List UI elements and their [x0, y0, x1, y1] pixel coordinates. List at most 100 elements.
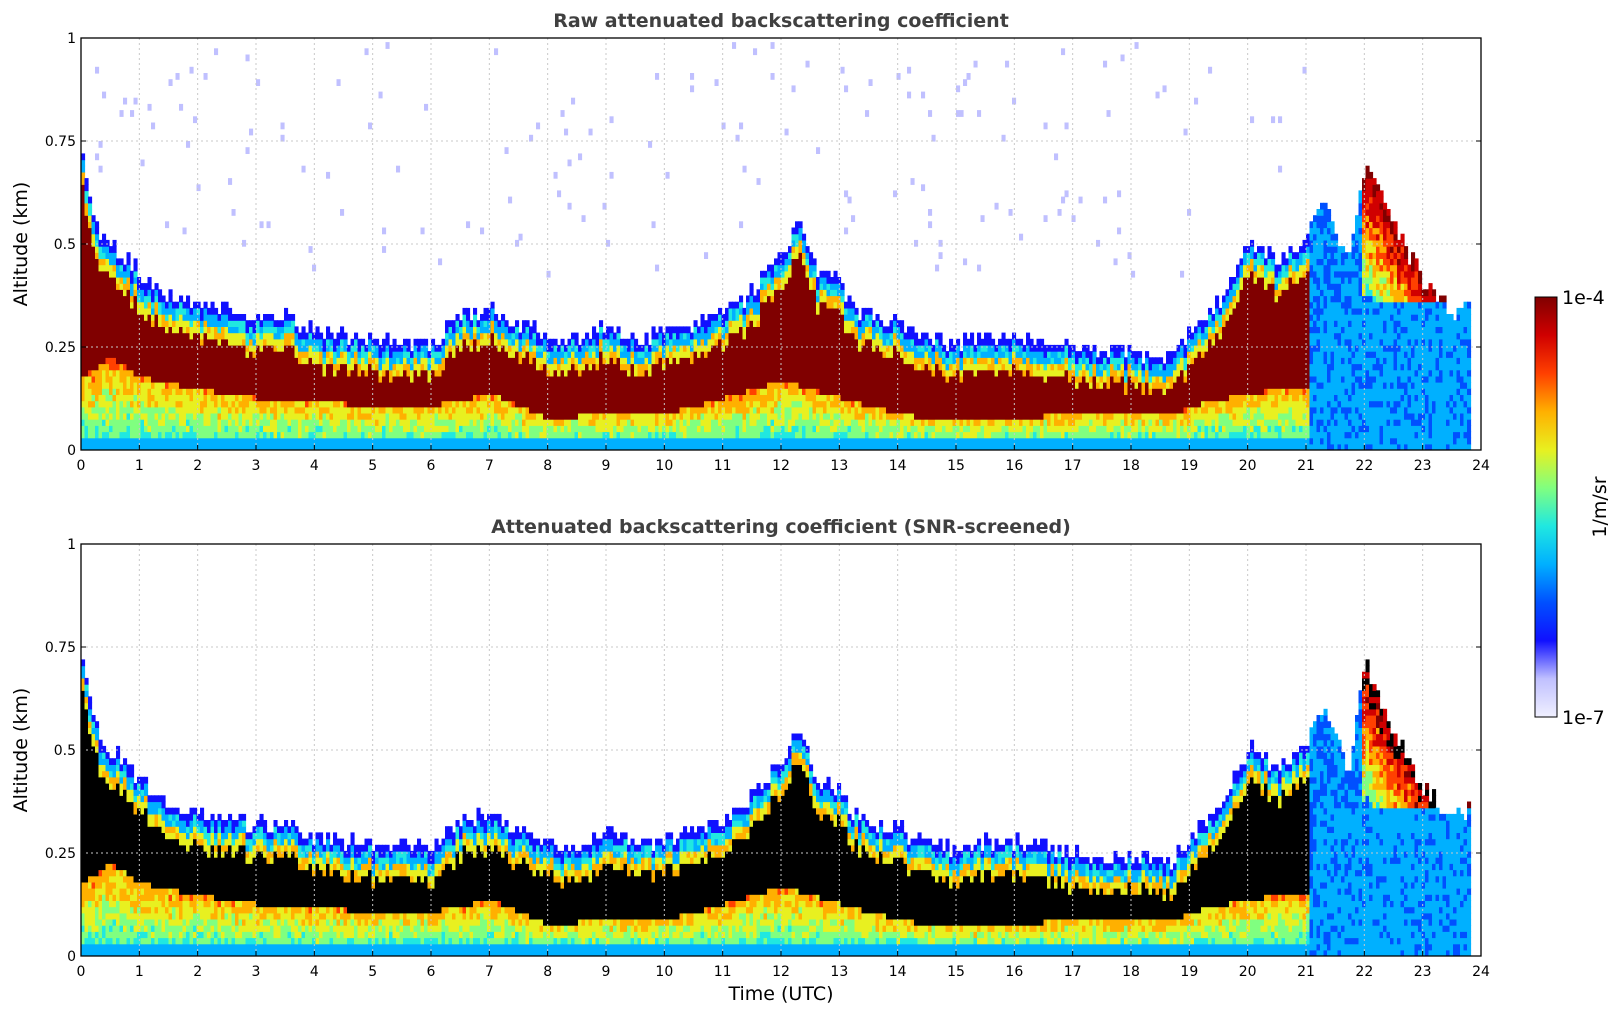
- heatmap-cell: [165, 369, 170, 377]
- heatmap-cell: [560, 394, 565, 402]
- heatmap-cell: [462, 437, 467, 445]
- heatmap-cell: [95, 289, 100, 297]
- heatmap-cell: [144, 425, 149, 433]
- heatmap-cell: [126, 258, 131, 266]
- heatmap-cell: [623, 443, 628, 450]
- heatmap-cell: [126, 431, 131, 439]
- heatmap-cell: [175, 443, 180, 450]
- heatmap-cell: [504, 382, 509, 389]
- heatmap-cell: [88, 332, 93, 340]
- heatmap-cell: [88, 227, 93, 235]
- heatmap-cell: [217, 363, 222, 371]
- heatmap-cell: [221, 443, 226, 450]
- heatmap-cell: [368, 369, 373, 377]
- heatmap-cell: [672, 431, 677, 439]
- heatmap-cell: [494, 369, 499, 377]
- heatmap-cell: [543, 400, 548, 408]
- heatmap-cell: [130, 388, 135, 395]
- heatmap-cell: [431, 369, 436, 377]
- heatmap-cell: [445, 375, 450, 383]
- heatmap-cell: [343, 412, 348, 420]
- heatmap-cell: [819, 363, 824, 371]
- heatmap-cell: [116, 307, 121, 315]
- heatmap-cell: [361, 363, 366, 371]
- heatmap-cell: [305, 388, 310, 395]
- heatmap-cell: [179, 369, 184, 377]
- heatmap-cell: [319, 437, 324, 445]
- heatmap-cell: [256, 443, 261, 450]
- heatmap-cell: [560, 357, 565, 365]
- heatmap-cell: [511, 344, 516, 352]
- heatmap-cell: [788, 332, 793, 340]
- heatmap-cell: [385, 437, 390, 445]
- heatmap-cell: [539, 369, 544, 377]
- heatmap-cell: [102, 406, 107, 414]
- heatmap-cell: [805, 314, 810, 321]
- heatmap-cell: [151, 425, 156, 433]
- heatmap-cell: [529, 431, 534, 439]
- heatmap-cell: [536, 351, 541, 358]
- heatmap-cell: [245, 338, 250, 346]
- heatmap-cell: [175, 344, 180, 352]
- heatmap-cell: [620, 406, 625, 414]
- heatmap-cell: [109, 277, 114, 284]
- heatmap-cell: [805, 320, 810, 327]
- heatmap-cell: [522, 369, 527, 377]
- heatmap-cell: [161, 338, 166, 346]
- heatmap-cell: [182, 301, 187, 309]
- heatmap-cell: [427, 412, 432, 420]
- heatmap-cell: [119, 388, 124, 395]
- heatmap-cell: [487, 332, 492, 340]
- heatmap-cell: [245, 388, 250, 395]
- heatmap-cell: [725, 332, 730, 340]
- heatmap-cell: [746, 388, 751, 395]
- heatmap-cell: [469, 357, 474, 365]
- heatmap-cell: [746, 400, 751, 408]
- heatmap-cell: [756, 344, 761, 352]
- heatmap-cell: [214, 431, 219, 439]
- heatmap-cell: [732, 344, 737, 352]
- heatmap-cell: [763, 425, 768, 433]
- heatmap-cell: [130, 289, 135, 297]
- heatmap-cell: [669, 419, 674, 426]
- heatmap-cell: [812, 307, 817, 315]
- heatmap-cell: [189, 357, 194, 365]
- heatmap-cell: [704, 437, 709, 445]
- heatmap-cell: [95, 338, 100, 346]
- heatmap-cell: [805, 326, 810, 334]
- heatmap-cell: [91, 239, 96, 247]
- heatmap-cell: [539, 406, 544, 414]
- heatmap-cell: [760, 443, 765, 450]
- heatmap-cell: [805, 400, 810, 408]
- heatmap-cell: [231, 332, 236, 340]
- heatmap-cell: [84, 314, 89, 321]
- heatmap-cell: [609, 425, 614, 433]
- heatmap-cell: [158, 375, 163, 383]
- heatmap-cell: [508, 196, 513, 204]
- heatmap-cell: [98, 264, 103, 272]
- heatmap-cell: [137, 314, 142, 321]
- heatmap-cell: [301, 338, 306, 346]
- heatmap-cell: [812, 406, 817, 414]
- heatmap-cell: [581, 431, 586, 439]
- heatmap-cell: [819, 394, 824, 402]
- heatmap-cell: [777, 425, 782, 433]
- heatmap-cell: [686, 394, 691, 402]
- heatmap-cell: [760, 369, 765, 377]
- heatmap-cell: [95, 246, 100, 253]
- heatmap-cell: [749, 394, 754, 402]
- heatmap-cell: [760, 437, 765, 445]
- heatmap-cell: [795, 295, 800, 303]
- heatmap-cell: [154, 283, 159, 290]
- heatmap-cell: [718, 338, 723, 346]
- heatmap-cell: [448, 320, 453, 327]
- heatmap-cell: [623, 369, 628, 377]
- heatmap-cell: [770, 363, 775, 371]
- heatmap-cell: [630, 369, 635, 377]
- heatmap-cell: [347, 400, 352, 408]
- heatmap-cell: [137, 289, 142, 297]
- heatmap-cell: [364, 375, 369, 383]
- heatmap-cell: [809, 326, 814, 334]
- heatmap-cell: [704, 351, 709, 358]
- heatmap-cell: [298, 406, 303, 414]
